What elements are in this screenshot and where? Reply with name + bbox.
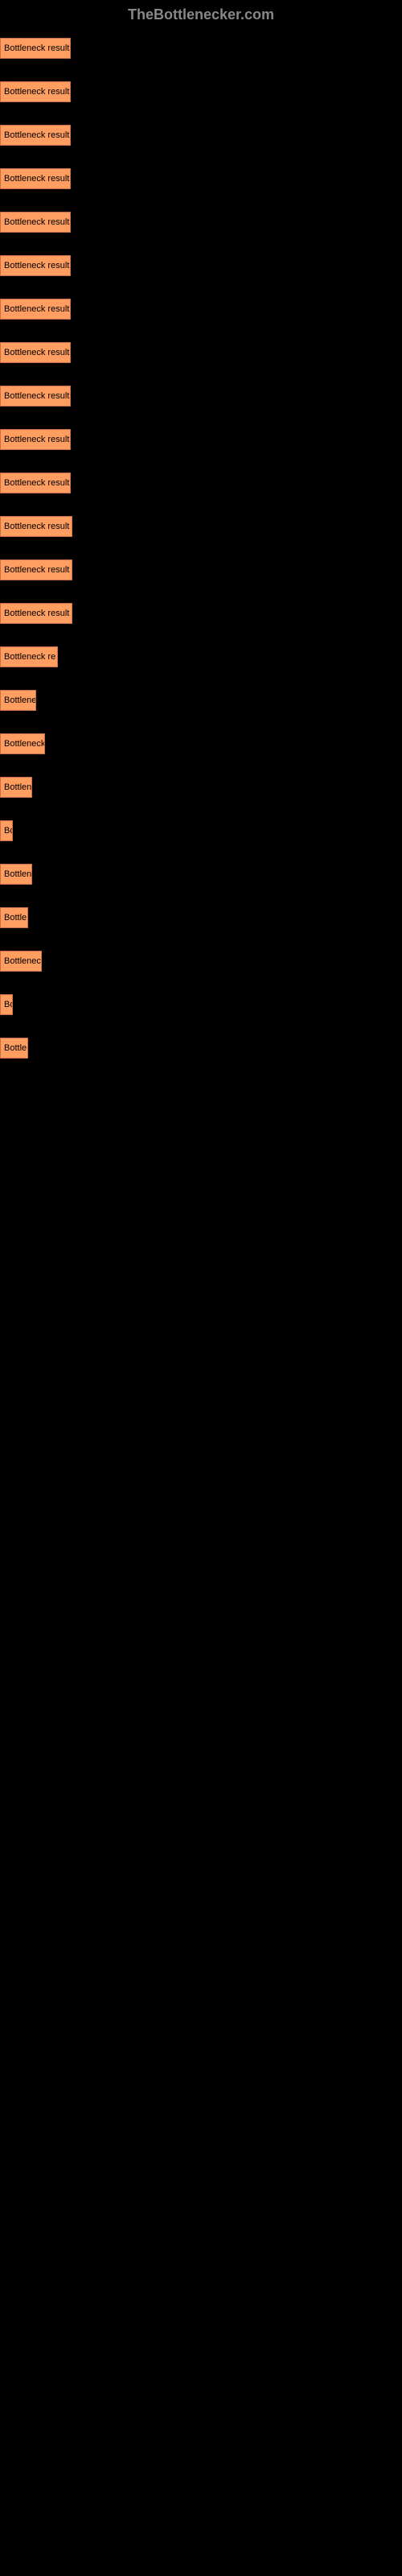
bottleneck-bar: Bo — [0, 994, 13, 1015]
bar-row: Bottleneck result — [0, 168, 402, 189]
bottleneck-bar: Bottleneck result — [0, 473, 71, 493]
bottleneck-bar: Bottleneck result — [0, 516, 72, 537]
bar-row: Bottlen — [0, 777, 402, 798]
bar-row: Bottleneck — [0, 733, 402, 754]
bar-row: Bottleneck result — [0, 81, 402, 102]
bottleneck-bar: Bottleneck result — [0, 603, 72, 624]
bottleneck-bar: Bo — [0, 820, 13, 841]
bar-row: Bottleneck result — [0, 559, 402, 580]
bar-row: Bottleneck result — [0, 516, 402, 537]
bottleneck-bar: Bottleneck result — [0, 559, 72, 580]
bottleneck-bar: Bottleneck re — [0, 646, 58, 667]
bar-row: Bottleneck result — [0, 429, 402, 450]
bottleneck-bar: Bottleneck result — [0, 255, 71, 276]
bottleneck-bar: Bottle — [0, 1038, 28, 1059]
bottleneck-bar: Bottlen — [0, 777, 32, 798]
bottleneck-bar: Bottleneck result — [0, 81, 71, 102]
bar-row: Bottleneck result — [0, 342, 402, 363]
bar-row: Bottleneck result — [0, 255, 402, 276]
bar-row: Bottle — [0, 907, 402, 928]
bottleneck-bar: Bottleneck result — [0, 38, 71, 59]
bottleneck-bar: Bottleneck — [0, 733, 45, 754]
bar-row: Bottleneck result — [0, 212, 402, 233]
site-title: TheBottlenecker.com — [0, 0, 402, 30]
bar-row: Bo — [0, 994, 402, 1015]
bar-row: Bottleneck result — [0, 386, 402, 407]
bottleneck-bar: Bottle — [0, 907, 28, 928]
bar-row: Bottleneck re — [0, 646, 402, 667]
bar-row: Bo — [0, 820, 402, 841]
bar-row: Bottleneck result — [0, 473, 402, 493]
bottleneck-bar: Bottleneck result — [0, 212, 71, 233]
bar-row: Bottlen — [0, 864, 402, 885]
bottleneck-bar: Bottlen — [0, 864, 32, 885]
bar-row: Bottlene — [0, 690, 402, 711]
bar-row: Bottlenec — [0, 951, 402, 972]
bottleneck-bar: Bottleneck result — [0, 342, 71, 363]
bar-row: Bottleneck result — [0, 125, 402, 146]
bar-row: Bottleneck result — [0, 38, 402, 59]
bottleneck-chart: Bottleneck result Bottleneck result Bottle… — [0, 30, 402, 1089]
bottleneck-bar: Bottlene — [0, 690, 36, 711]
bottleneck-bar: Bottleneck result — [0, 429, 71, 450]
bar-row: Bottle — [0, 1038, 402, 1059]
bottleneck-bar: Bottleneck result — [0, 386, 71, 407]
bottleneck-bar: Bottleneck result — [0, 125, 71, 146]
bottleneck-bar: Bottlenec — [0, 951, 42, 972]
bar-row: Bottleneck result — [0, 299, 402, 320]
bar-row: Bottleneck result — [0, 603, 402, 624]
bottleneck-bar: Bottleneck result — [0, 168, 71, 189]
bottleneck-bar: Bottleneck result — [0, 299, 71, 320]
